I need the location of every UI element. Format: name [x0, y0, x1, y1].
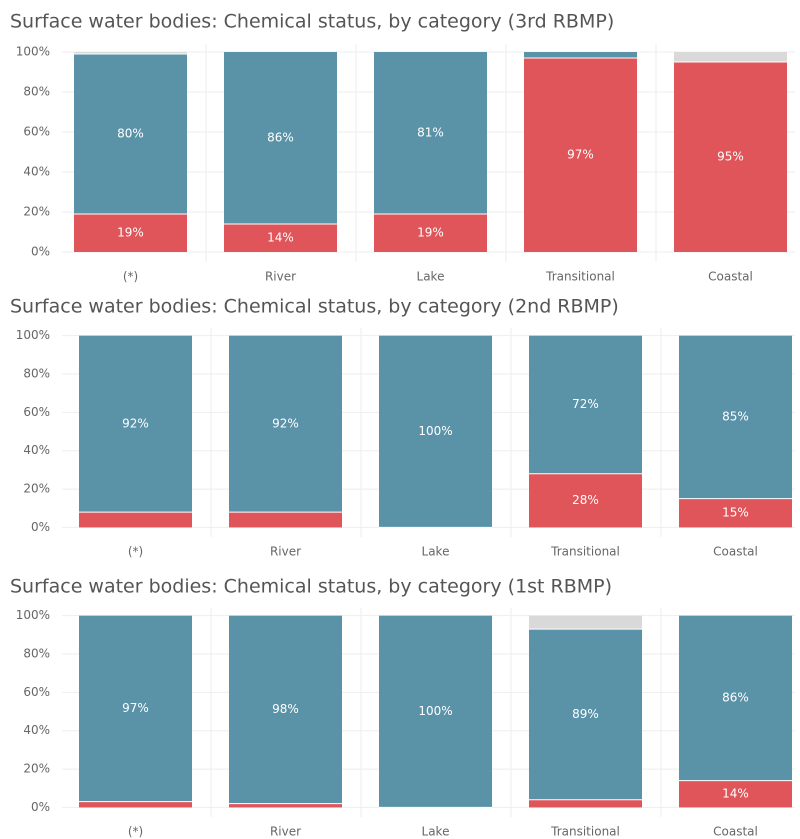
bar-segment — [224, 224, 337, 252]
bar-segment — [379, 615, 492, 808]
bar-segment — [679, 615, 792, 781]
y-tick-label: 60% — [23, 405, 50, 419]
x-tick-label: River — [270, 545, 301, 559]
bar-segment — [79, 335, 192, 513]
value-label: 97% — [567, 148, 594, 162]
value-label: 14% — [267, 231, 294, 245]
value-label: 85% — [722, 410, 749, 424]
x-tick-label: River — [270, 825, 301, 839]
bar-segment — [379, 335, 492, 528]
bar-segment — [79, 801, 192, 808]
x-tick-label: Transitional — [550, 545, 620, 559]
x-tick-label: River — [265, 270, 296, 284]
value-label: 28% — [572, 493, 599, 507]
bar-segment — [529, 799, 642, 808]
y-tick-label: 100% — [16, 328, 50, 342]
bar-segment — [529, 473, 642, 528]
bar-segment — [374, 52, 487, 214]
value-label: 100% — [418, 424, 452, 438]
bar-segment — [74, 214, 187, 252]
x-tick-label: Coastal — [713, 825, 758, 839]
y-tick-label: 80% — [23, 367, 50, 381]
y-tick-label: 0% — [31, 245, 50, 259]
x-tick-label: Coastal — [708, 270, 753, 284]
bar-segment — [229, 335, 342, 513]
y-tick-label: 0% — [31, 800, 50, 814]
chart: Surface water bodies: Chemical status, b… — [10, 576, 795, 839]
y-tick-label: 60% — [23, 125, 50, 139]
bar-segment — [229, 512, 342, 528]
chart-title: Surface water bodies: Chemical status, b… — [10, 11, 614, 33]
x-tick-label: (*) — [128, 825, 143, 839]
y-tick-label: 20% — [23, 205, 50, 219]
bar-segment — [529, 629, 642, 800]
chart-title: Surface water bodies: Chemical status, b… — [10, 576, 612, 598]
bar-segment — [524, 52, 637, 58]
x-tick-label: Transitional — [545, 270, 615, 284]
bar-segment — [229, 615, 342, 804]
value-label: 14% — [722, 786, 749, 800]
value-label: 72% — [572, 397, 599, 411]
bar-segment — [529, 335, 642, 474]
bar-segment — [674, 52, 787, 62]
value-label: 95% — [717, 150, 744, 164]
y-tick-label: 20% — [23, 762, 50, 776]
bar-segment — [674, 62, 787, 252]
y-tick-label: 100% — [16, 45, 50, 59]
bar-segment — [679, 780, 792, 808]
value-label: 19% — [417, 226, 444, 240]
bar-segment — [229, 803, 342, 808]
value-label: 97% — [122, 701, 149, 715]
x-tick-label: Lake — [417, 270, 445, 284]
bar-segment — [374, 214, 487, 252]
value-label: 86% — [722, 691, 749, 705]
value-label: 15% — [722, 506, 749, 520]
bar-segment — [679, 498, 792, 528]
bar-segment — [79, 615, 192, 802]
value-label: 92% — [122, 416, 149, 430]
x-tick-label: Transitional — [550, 825, 620, 839]
value-label: 80% — [117, 127, 144, 141]
bar-segment — [679, 335, 792, 499]
value-label: 92% — [272, 416, 299, 430]
chart-title: Surface water bodies: Chemical status, b… — [10, 296, 619, 318]
y-tick-label: 40% — [23, 165, 50, 179]
bar-segment — [79, 512, 192, 528]
y-tick-label: 80% — [23, 647, 50, 661]
chart: Surface water bodies: Chemical status, b… — [10, 11, 795, 284]
x-tick-label: Lake — [422, 825, 450, 839]
value-label: 81% — [417, 126, 444, 140]
bar-segment — [74, 52, 187, 54]
y-tick-label: 40% — [23, 723, 50, 737]
bar-segment — [74, 54, 187, 214]
x-tick-label: (*) — [128, 545, 143, 559]
bar-segment — [529, 615, 642, 630]
bar-segment — [224, 52, 337, 224]
value-label: 86% — [267, 131, 294, 145]
value-label: 19% — [117, 226, 144, 240]
y-tick-label: 0% — [31, 520, 50, 534]
chart: Surface water bodies: Chemical status, b… — [10, 296, 795, 559]
value-label: 98% — [272, 702, 299, 716]
y-tick-label: 60% — [23, 685, 50, 699]
x-tick-label: (*) — [123, 270, 138, 284]
x-tick-label: Lake — [422, 545, 450, 559]
y-tick-label: 80% — [23, 85, 50, 99]
y-tick-label: 40% — [23, 443, 50, 457]
y-tick-label: 20% — [23, 482, 50, 496]
value-label: 100% — [418, 704, 452, 718]
y-tick-label: 100% — [16, 608, 50, 622]
value-label: 89% — [572, 707, 599, 721]
x-tick-label: Coastal — [713, 545, 758, 559]
bar-segment — [524, 58, 637, 252]
